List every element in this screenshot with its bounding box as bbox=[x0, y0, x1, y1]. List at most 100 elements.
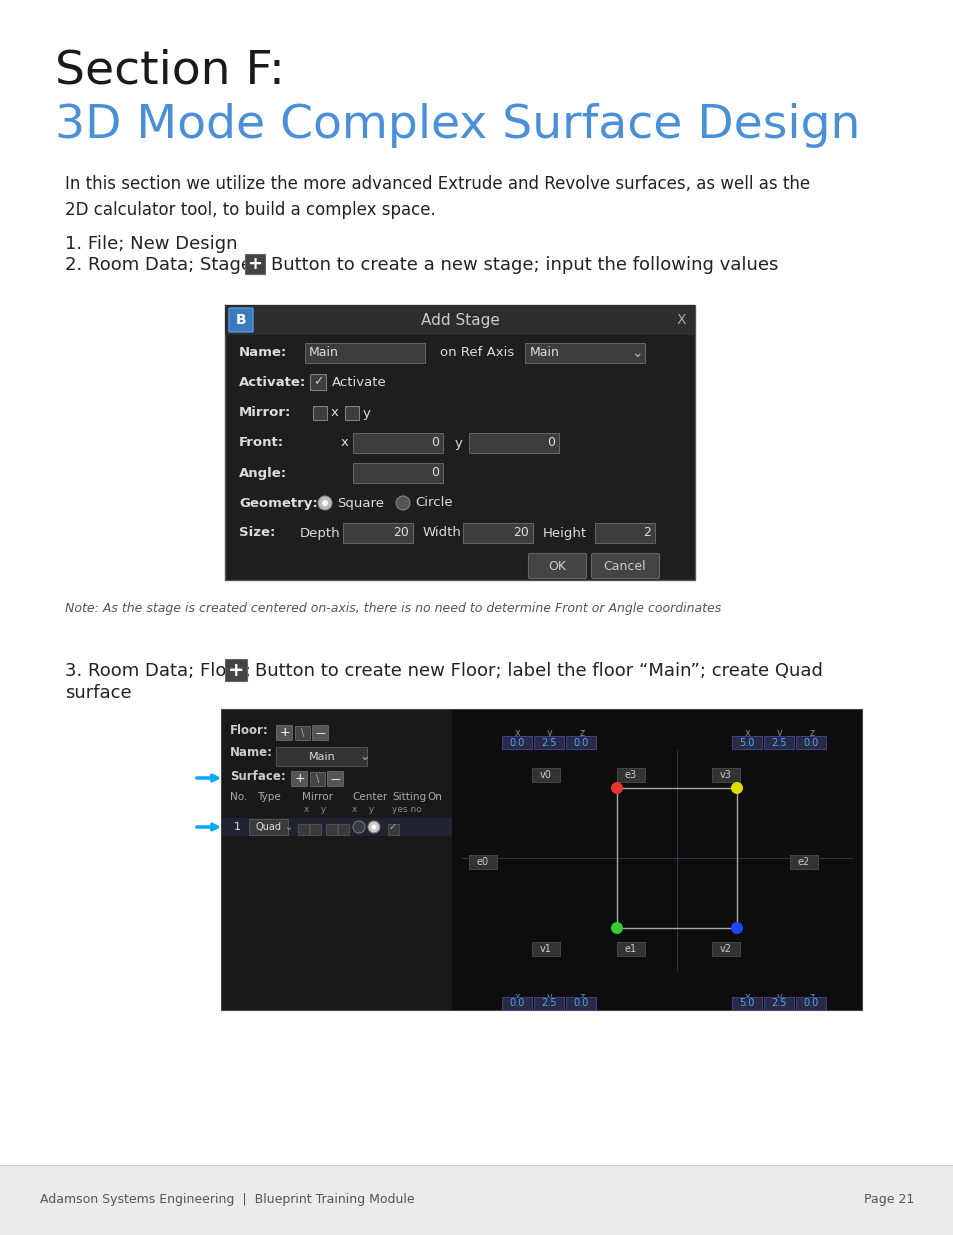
Text: Main: Main bbox=[309, 347, 338, 359]
Circle shape bbox=[371, 825, 376, 830]
Text: Quad: Quad bbox=[255, 823, 282, 832]
Text: 1. File; New Design: 1. File; New Design bbox=[65, 235, 237, 253]
Text: Adamson Systems Engineering  |  Blueprint Training Module: Adamson Systems Engineering | Blueprint … bbox=[40, 1193, 415, 1207]
Circle shape bbox=[353, 821, 365, 832]
Text: 0: 0 bbox=[431, 467, 438, 479]
FancyBboxPatch shape bbox=[591, 553, 659, 578]
Bar bbox=[337, 824, 349, 835]
Text: Surface:: Surface: bbox=[230, 771, 286, 783]
FancyBboxPatch shape bbox=[276, 725, 293, 741]
Bar bbox=[763, 736, 793, 748]
Text: x: x bbox=[340, 436, 349, 450]
Bar bbox=[711, 768, 740, 782]
Bar bbox=[534, 997, 563, 1010]
Bar bbox=[245, 254, 265, 274]
Bar bbox=[763, 997, 793, 1010]
Text: Square: Square bbox=[336, 496, 384, 510]
Text: z: z bbox=[809, 992, 814, 1002]
Text: 2.5: 2.5 bbox=[540, 737, 557, 747]
Text: 0.0: 0.0 bbox=[573, 999, 588, 1009]
Text: 0: 0 bbox=[431, 436, 438, 450]
Text: ✓: ✓ bbox=[389, 823, 396, 832]
Text: v1: v1 bbox=[539, 944, 552, 953]
Bar bbox=[524, 343, 644, 363]
Bar bbox=[617, 942, 644, 956]
Text: Cancel: Cancel bbox=[603, 559, 645, 573]
Text: Mirror:: Mirror: bbox=[239, 406, 291, 420]
Text: e1: e1 bbox=[624, 944, 637, 953]
Text: Height: Height bbox=[542, 526, 586, 540]
Text: \: \ bbox=[315, 774, 319, 784]
Text: Front:: Front: bbox=[239, 436, 284, 450]
Text: y: y bbox=[547, 727, 553, 739]
Bar bbox=[326, 824, 336, 835]
Text: 0: 0 bbox=[546, 436, 555, 450]
Text: Button to create a new stage; input the following values: Button to create a new stage; input the … bbox=[271, 256, 778, 274]
Text: Activate: Activate bbox=[332, 377, 386, 389]
Bar bbox=[313, 406, 327, 420]
Text: On: On bbox=[427, 792, 441, 802]
Text: x    y: x y bbox=[352, 805, 374, 815]
Bar bbox=[501, 736, 532, 748]
Text: 2.5: 2.5 bbox=[540, 999, 557, 1009]
Text: e0: e0 bbox=[476, 857, 489, 867]
Text: Depth: Depth bbox=[299, 526, 340, 540]
Text: 0.0: 0.0 bbox=[802, 999, 818, 1009]
Bar bbox=[225, 305, 695, 335]
Bar bbox=[222, 710, 452, 1010]
Text: Mirror: Mirror bbox=[302, 792, 333, 802]
Text: Sitting: Sitting bbox=[392, 792, 426, 802]
Text: y: y bbox=[777, 992, 782, 1002]
Text: +: + bbox=[279, 726, 290, 740]
Text: Circle: Circle bbox=[415, 496, 452, 510]
Bar bbox=[565, 736, 596, 748]
Text: z: z bbox=[578, 992, 584, 1002]
Text: ✓: ✓ bbox=[313, 375, 323, 389]
Text: 2.5: 2.5 bbox=[770, 737, 786, 747]
Text: 20: 20 bbox=[393, 526, 409, 540]
Bar bbox=[225, 659, 247, 680]
Bar bbox=[310, 824, 320, 835]
Text: yes no: yes no bbox=[392, 805, 421, 815]
Text: B: B bbox=[235, 312, 246, 327]
Bar bbox=[388, 824, 398, 835]
Text: Page 21: Page 21 bbox=[862, 1193, 913, 1207]
Text: 3D Mode Complex Surface Design: 3D Mode Complex Surface Design bbox=[55, 103, 860, 148]
Bar bbox=[711, 942, 740, 956]
Text: \: \ bbox=[300, 727, 304, 739]
Text: 20: 20 bbox=[513, 526, 529, 540]
Bar bbox=[469, 433, 558, 453]
Bar bbox=[731, 736, 761, 748]
Text: Main: Main bbox=[309, 752, 335, 762]
Text: Type: Type bbox=[256, 792, 280, 802]
Circle shape bbox=[730, 923, 742, 934]
Bar bbox=[731, 997, 761, 1010]
FancyBboxPatch shape bbox=[276, 747, 367, 767]
Text: No.: No. bbox=[230, 792, 247, 802]
Text: —: — bbox=[331, 774, 340, 784]
Text: ⌄: ⌄ bbox=[631, 346, 642, 359]
Text: ⌄: ⌄ bbox=[359, 751, 370, 763]
Text: 0.0: 0.0 bbox=[509, 737, 524, 747]
Bar bbox=[343, 522, 413, 543]
Bar bbox=[294, 726, 310, 740]
Bar bbox=[462, 522, 533, 543]
Text: e3: e3 bbox=[624, 769, 637, 781]
Text: x: x bbox=[744, 727, 750, 739]
Circle shape bbox=[368, 821, 379, 832]
Text: 0.0: 0.0 bbox=[573, 737, 588, 747]
Text: ⌄: ⌄ bbox=[285, 823, 293, 832]
Text: y: y bbox=[455, 436, 462, 450]
Text: X: X bbox=[676, 312, 685, 327]
Text: +: + bbox=[294, 773, 305, 785]
Bar bbox=[795, 997, 825, 1010]
FancyBboxPatch shape bbox=[528, 553, 586, 578]
Bar bbox=[532, 942, 559, 956]
Bar bbox=[225, 305, 695, 580]
Bar bbox=[534, 736, 563, 748]
Circle shape bbox=[395, 496, 410, 510]
Bar bbox=[310, 374, 326, 390]
Text: z: z bbox=[578, 727, 584, 739]
Text: Note: As the stage is created centered on-axis, there is no need to determine Fr: Note: As the stage is created centered o… bbox=[65, 601, 720, 615]
Bar bbox=[565, 997, 596, 1010]
